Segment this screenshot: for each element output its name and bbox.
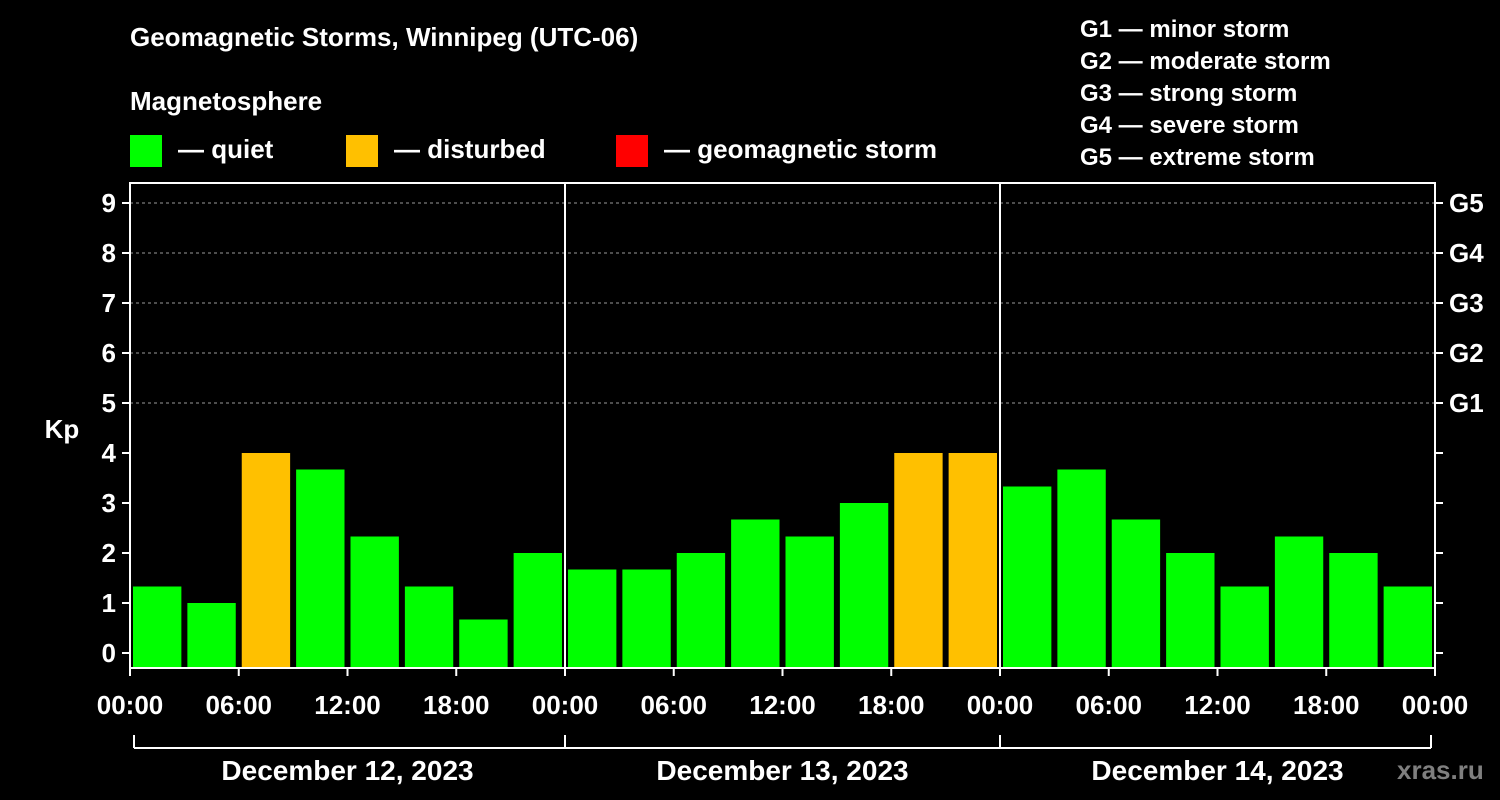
bar-20	[1220, 586, 1269, 668]
bar-19	[1166, 553, 1215, 668]
y-tick-label-0: 0	[102, 638, 116, 668]
day-label-1: December 13, 2023	[656, 755, 908, 786]
x-tick-label-12: 00:00	[1402, 690, 1469, 720]
bar-16	[1003, 486, 1052, 668]
y-tick-label-3: 3	[102, 488, 116, 518]
legend-label-storm: — geomagnetic storm	[664, 134, 938, 164]
bar-11	[731, 519, 780, 668]
watermark: xras.ru	[1397, 755, 1484, 785]
storm-level-g1: G1 — minor storm	[1080, 16, 1290, 43]
storm-level-g5: G5 — extreme storm	[1080, 144, 1315, 171]
bar-17	[1057, 469, 1106, 668]
right-axis-label-g3: G3	[1449, 288, 1484, 318]
legend-swatch-disturbed	[346, 135, 378, 167]
bar-15	[948, 453, 997, 668]
bar-4	[350, 536, 399, 668]
legend-swatch-quiet	[130, 135, 162, 167]
bar-6	[459, 619, 508, 668]
right-axis-label-g1: G1	[1449, 388, 1484, 418]
x-tick-label-3: 18:00	[423, 690, 490, 720]
legend-label-disturbed: — disturbed	[394, 134, 546, 164]
y-tick-label-6: 6	[102, 338, 116, 368]
day-label-0: December 12, 2023	[221, 755, 473, 786]
bar-18	[1111, 519, 1161, 668]
x-tick-label-7: 18:00	[858, 690, 925, 720]
bar-13	[839, 503, 889, 668]
x-tick-label-6: 12:00	[749, 690, 816, 720]
bar-1	[187, 603, 236, 668]
y-axis-label: Kp	[45, 414, 80, 444]
y-tick-label-8: 8	[102, 238, 116, 268]
storm-level-g4: G4 — severe storm	[1080, 112, 1299, 139]
right-axis-label-g4: G4	[1449, 238, 1484, 268]
y-tick-label-2: 2	[102, 538, 116, 568]
bar-8	[568, 569, 617, 668]
storm-level-g2: G2 — moderate storm	[1080, 48, 1331, 75]
y-tick-label-4: 4	[102, 438, 117, 468]
day-label-2: December 14, 2023	[1091, 755, 1343, 786]
storm-level-g3: G3 — strong storm	[1080, 80, 1298, 107]
bar-3	[296, 469, 345, 668]
bar-10	[676, 553, 726, 668]
bar-21	[1274, 536, 1324, 668]
right-axis-label-g2: G2	[1449, 338, 1484, 368]
x-tick-label-5: 06:00	[641, 690, 708, 720]
bar-12	[785, 536, 834, 668]
chart-title: Geomagnetic Storms, Winnipeg (UTC-06)	[130, 22, 639, 52]
y-tick-label-5: 5	[102, 388, 116, 418]
x-tick-label-2: 12:00	[314, 690, 381, 720]
bar-2	[241, 453, 291, 668]
x-tick-label-1: 06:00	[206, 690, 273, 720]
right-axis-label-g5: G5	[1449, 188, 1484, 218]
legend-label-quiet: — quiet	[178, 134, 274, 164]
x-tick-label-11: 18:00	[1293, 690, 1360, 720]
y-tick-label-7: 7	[102, 288, 116, 318]
y-tick-label-1: 1	[102, 588, 116, 618]
bar-14	[894, 453, 943, 668]
x-tick-label-0: 00:00	[97, 690, 164, 720]
bar-9	[622, 569, 671, 668]
bar-5	[404, 586, 454, 668]
x-tick-label-9: 06:00	[1076, 690, 1143, 720]
legend-swatch-storm	[616, 135, 648, 167]
bar-0	[133, 586, 182, 668]
x-tick-label-4: 00:00	[532, 690, 599, 720]
y-tick-label-9: 9	[102, 188, 116, 218]
storm-level-list: G1 — minor storm G2 — moderate storm G3 …	[1080, 14, 1331, 174]
x-tick-label-10: 12:00	[1184, 690, 1251, 720]
x-tick-label-8: 00:00	[967, 690, 1034, 720]
bar-23	[1383, 586, 1432, 668]
bar-7	[513, 553, 562, 668]
bar-22	[1329, 553, 1378, 668]
legend-title: Magnetosphere	[130, 86, 323, 116]
